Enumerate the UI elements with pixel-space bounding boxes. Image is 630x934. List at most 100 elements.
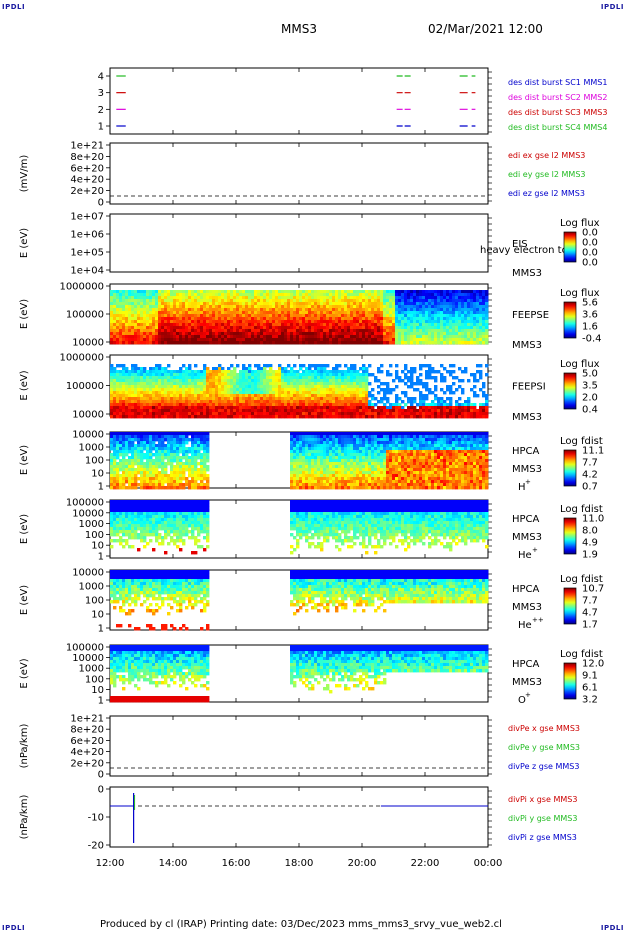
cbar-tick-feepsi-0: 5.0 bbox=[582, 369, 598, 380]
ytick-hpca_he-2: 1000 bbox=[79, 519, 104, 530]
ytick-hpca_o-0: 100000 bbox=[66, 643, 104, 654]
cbar-tick-hpca_h-3: 0.7 bbox=[582, 482, 598, 493]
legend-divpe-2: divPe z gse MMS3 bbox=[508, 762, 579, 771]
cbar-tick-feepsi-3: 0.4 bbox=[582, 405, 598, 416]
cbar-tick-hpca_o-3: 3.2 bbox=[582, 695, 598, 706]
cbar-tick-hpca_h-1: 7.7 bbox=[582, 458, 598, 469]
sub-hpca_h: MMS3 bbox=[512, 464, 542, 475]
cbar-hpca_h bbox=[563, 449, 577, 487]
spectrogram-feepse bbox=[110, 290, 489, 345]
spectrogram-hpca_o bbox=[110, 645, 489, 703]
panel-divpi: 0 -10 -20 (nPa/km) divPi x gse MMS3 divPi y g… bbox=[19, 785, 577, 852]
ytick-hpca_h-4: 1 bbox=[98, 482, 104, 493]
cbar-tick-hpca_he2-3: 1.7 bbox=[582, 620, 598, 631]
xtick-3: 18:00 bbox=[285, 858, 314, 869]
ylabel-divpi: (nPa/km) bbox=[19, 795, 30, 840]
cbar-tick-hpca_he2-0: 10.7 bbox=[582, 584, 604, 595]
cbar-tick-hpca_h-2: 4.2 bbox=[582, 470, 598, 481]
ytick-feepse-0: 1000000 bbox=[59, 282, 104, 293]
spectrogram-hpca_h bbox=[110, 432, 489, 490]
ytick-hpca_he2-1: 1000 bbox=[79, 582, 104, 593]
species-sup-hpca_o: + bbox=[525, 691, 531, 699]
ytick-eis-1: 1e+06 bbox=[70, 230, 104, 241]
ytick-feepsi-1: 100000 bbox=[66, 381, 104, 392]
cbar-tick-feepsi-1: 3.5 bbox=[582, 381, 598, 392]
cbar-tick-hpca_he-1: 8.0 bbox=[582, 526, 598, 537]
panel-frame-edi bbox=[109, 142, 489, 205]
ytick-hpca_h-3: 10 bbox=[91, 469, 104, 480]
sub-feepse: MMS3 bbox=[512, 340, 542, 351]
xtick-4: 20:00 bbox=[348, 858, 377, 869]
ytick-burst-2: 2 bbox=[98, 105, 104, 116]
cbar-tick-hpca_he-3: 1.9 bbox=[582, 550, 598, 561]
species-hpca_he: He bbox=[518, 550, 532, 561]
ylabel-divpe: (nPa/km) bbox=[19, 724, 30, 769]
cbar-feepse bbox=[563, 301, 577, 339]
ytick-edi-3: 4e+20 bbox=[70, 175, 104, 186]
cbar-tick-hpca_he-0: 11.0 bbox=[582, 514, 604, 525]
label-feepse: FEEPSE bbox=[512, 310, 549, 321]
cbar-title-hpca_he: Log fdist bbox=[560, 504, 603, 515]
cbar-hpca_he bbox=[563, 517, 577, 555]
sub-hpca_he2: MMS3 bbox=[512, 602, 542, 613]
cbar-tick-eis-3: 0.0 bbox=[582, 258, 598, 269]
cbar-tick-feepsi-2: 2.0 bbox=[582, 393, 598, 404]
cbar-tick-feepse-0: 5.6 bbox=[582, 298, 598, 309]
cbar-eis bbox=[563, 231, 577, 263]
spectrogram-feepsi bbox=[110, 364, 489, 419]
ytick-divpe-5: 0 bbox=[98, 770, 104, 781]
ytick-divpe-0: 1e+21 bbox=[70, 714, 104, 725]
legend-divpi-0: divPi x gse MMS3 bbox=[508, 795, 577, 804]
ytick-hpca_h-0: 10000 bbox=[72, 430, 104, 441]
overlay-eis: heavy electron to bbox=[480, 245, 568, 256]
legend-burst-2: des dist burst SC3 MMS3 bbox=[508, 108, 607, 117]
species-hpca_o: O bbox=[518, 695, 526, 706]
legend-divpi-2: divPi z gse MMS3 bbox=[508, 833, 577, 842]
legend-burst-3: des dist burst SC4 MMS4 bbox=[508, 123, 607, 132]
panel-frame-eis bbox=[109, 213, 489, 273]
ytick-hpca_he2-0: 10000 bbox=[72, 568, 104, 579]
xtick-5: 22:00 bbox=[411, 858, 440, 869]
ytick-feepse-2: 10000 bbox=[72, 338, 104, 349]
cbar-hpca_o bbox=[563, 662, 577, 700]
ytick-eis-3: 1e+04 bbox=[70, 266, 104, 277]
ytick-hpca_he2-3: 10 bbox=[91, 610, 104, 621]
cbar-hpca_he2 bbox=[563, 587, 577, 625]
legend-edi-2: edi ez gse l2 MMS3 bbox=[508, 189, 585, 198]
ytick-feepsi-2: 10000 bbox=[72, 410, 104, 421]
ytick-burst-0: 4 bbox=[98, 72, 104, 83]
ytick-divpi-2: -20 bbox=[88, 841, 104, 852]
legend-divpi-1: divPi y gse MMS3 bbox=[508, 814, 577, 823]
legend-divpe-1: divPe y gse MMS3 bbox=[508, 743, 580, 752]
ytick-hpca_he-5: 1 bbox=[98, 552, 104, 563]
ytick-hpca_o-3: 100 bbox=[85, 674, 104, 685]
species-sup-hpca_h: + bbox=[525, 478, 531, 486]
ylabel-hpca_he2: E (eV) bbox=[19, 585, 30, 615]
ytick-edi-4: 2e+20 bbox=[70, 186, 104, 197]
cbar-feepsi bbox=[563, 372, 577, 410]
legend-edi-0: edi ex gse l2 MMS3 bbox=[508, 151, 585, 160]
sub-eis: MMS3 bbox=[512, 268, 542, 279]
label-feepsi: FEEPSI bbox=[512, 382, 546, 393]
cbar-tick-eis-1: 0.0 bbox=[582, 238, 598, 249]
cbar-tick-hpca_o-1: 9.1 bbox=[582, 671, 598, 682]
label-hpca_he2: HPCA bbox=[512, 584, 540, 595]
ylabel-feepsi: E (eV) bbox=[19, 370, 30, 400]
spectrogram-hpca_he bbox=[110, 500, 489, 555]
ytick-feepse-1: 100000 bbox=[66, 310, 104, 321]
cbar-tick-hpca_he2-1: 7.7 bbox=[582, 596, 598, 607]
ylabel-hpca_o: E (eV) bbox=[19, 658, 30, 688]
species-sup-hpca_he2: ++ bbox=[532, 616, 544, 624]
sub-feepsi: MMS3 bbox=[512, 412, 542, 423]
corner-label-br: IPDLI bbox=[600, 924, 624, 932]
corner-label-tl: IPDLI bbox=[2, 3, 26, 11]
ytick-divpi-0: 0 bbox=[98, 785, 104, 796]
xtick-6: 00:00 bbox=[474, 858, 503, 869]
datetime-title: 02/Mar/2021 12:00 bbox=[428, 22, 543, 36]
panel-feepsi: 1000000 100000 10000 E (eV) FEEPSI MMS3 Log fl… bbox=[19, 353, 600, 424]
cbar-title-hpca_he2: Log fdist bbox=[560, 574, 603, 585]
spectrogram-hpca_he2 bbox=[110, 570, 489, 631]
sub-hpca_he: MMS3 bbox=[512, 532, 542, 543]
